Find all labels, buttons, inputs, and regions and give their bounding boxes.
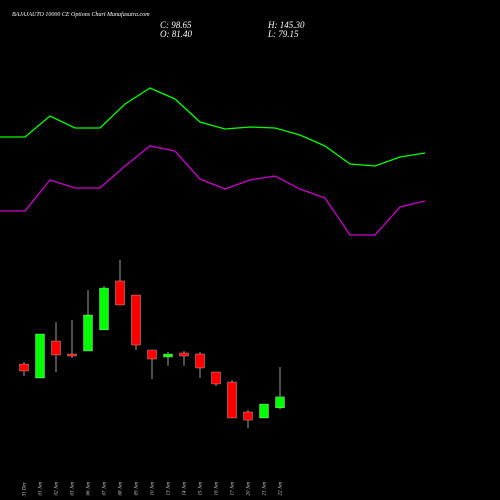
- band-line: [0, 87, 426, 167]
- date-label: 21 Jan: [263, 482, 268, 496]
- date-label: 13 Jan: [167, 482, 172, 496]
- candle-body: [67, 353, 77, 357]
- candle-body: [51, 340, 61, 356]
- date-label: 02 Jan: [55, 482, 60, 496]
- date-label: 31 Dec: [23, 481, 28, 496]
- date-label: 08 Jan: [119, 482, 124, 496]
- date-label: 17 Jan: [231, 482, 236, 496]
- band-line: [0, 145, 426, 236]
- date-label: 01 Jan: [39, 482, 44, 496]
- candle-body: [147, 349, 157, 360]
- date-label: 07 Jan: [103, 482, 108, 496]
- candle-body: [243, 411, 253, 421]
- date-label: 06 Jan: [87, 482, 92, 496]
- date-label: 20 Jan: [247, 482, 252, 496]
- high-label: H: 145.30: [267, 20, 305, 30]
- candle-body: [35, 333, 45, 379]
- open-label: O: 81.40: [160, 29, 192, 39]
- date-label: 10 Jan: [151, 482, 156, 496]
- chart-title: BAJAJAUTO 10000 CE Options Chart Munafas…: [12, 11, 150, 18]
- candle-body: [211, 371, 221, 385]
- candle-body: [227, 381, 237, 419]
- candle-body: [83, 314, 93, 352]
- date-label: 16 Jan: [215, 482, 220, 496]
- candle-body: [99, 287, 109, 331]
- candle-body: [19, 363, 29, 372]
- close-label: C: 98.65: [160, 20, 192, 30]
- date-label: 09 Jan: [135, 482, 140, 496]
- candle-body: [179, 352, 189, 357]
- low-label: L: 79.15: [267, 29, 299, 39]
- candle-body: [275, 396, 285, 409]
- date-label: 03 Jan: [71, 482, 76, 496]
- candle-body: [115, 280, 125, 306]
- date-label: 14 Jan: [183, 482, 188, 496]
- candle-body: [259, 403, 269, 419]
- candle-body: [163, 353, 173, 358]
- candle-body: [131, 294, 141, 346]
- date-label: 22 Jan: [279, 482, 284, 496]
- candle-body: [195, 353, 205, 369]
- date-label: 15 Jan: [199, 482, 204, 496]
